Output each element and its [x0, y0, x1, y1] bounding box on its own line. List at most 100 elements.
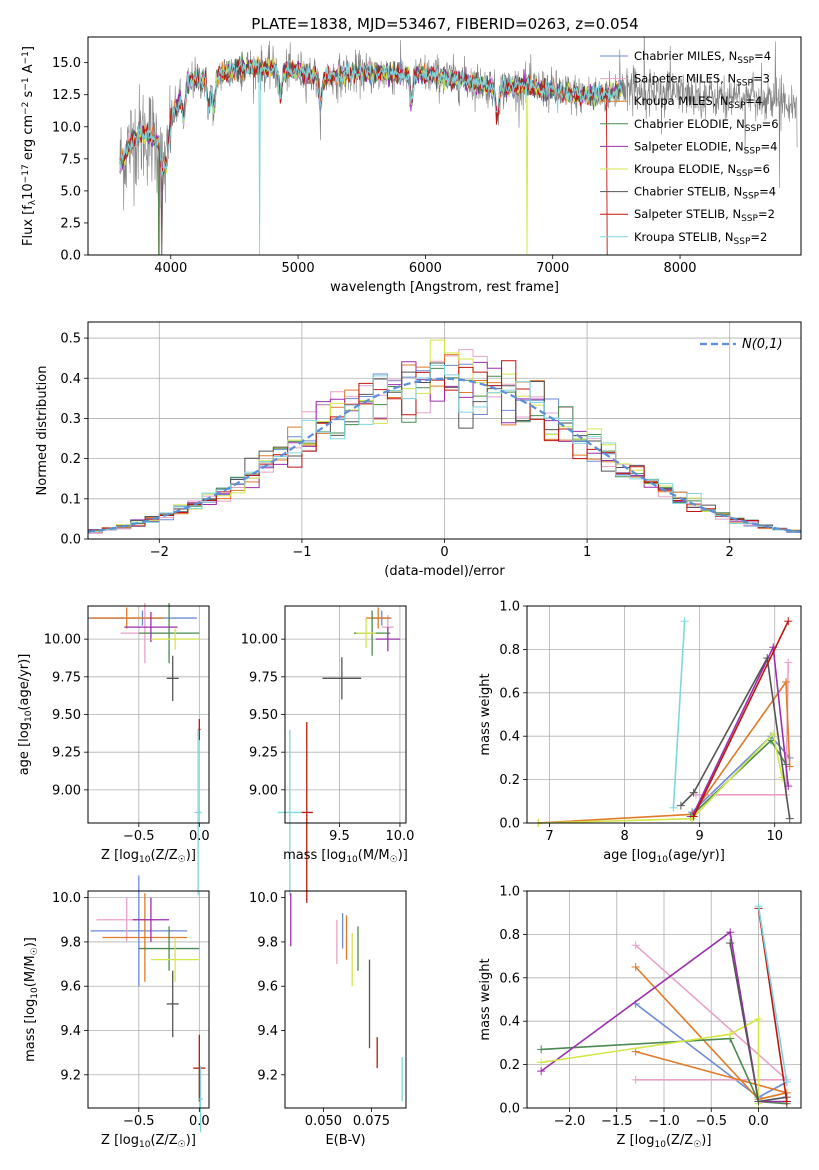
error-bar: [90, 875, 188, 987]
x-tick-label: 5000: [282, 261, 315, 276]
superscript: −17: [21, 164, 31, 183]
y-tick-label: 5.0: [60, 184, 81, 199]
y-tick-label: 0.6: [499, 686, 520, 701]
observed-spectrum: [119, 37, 798, 211]
label-part: Salpeter STELIB, N: [634, 207, 741, 221]
label-part: age [log: [17, 722, 32, 775]
y-tick-label: 10.00: [241, 633, 278, 648]
y-tick-label: 2.5: [60, 216, 81, 231]
y-tick-label: 9.4: [60, 1024, 81, 1039]
mass-weight-line: [757, 908, 788, 1102]
subscript: 10: [139, 1140, 151, 1150]
x-tick-label: 0: [440, 545, 448, 560]
label-part: erg cm: [21, 115, 36, 164]
subscript: 10: [654, 1140, 666, 1150]
y-tick-label: 0.0: [60, 249, 81, 264]
error-bar: [150, 628, 200, 650]
label-part: s: [21, 90, 36, 101]
subscript: SSP: [736, 169, 753, 179]
x-tick-label: 10.0: [385, 829, 414, 844]
x-tick-label: 0.0: [189, 1114, 210, 1129]
spectrum-panel: 4000 5000 6000 7000 8000 0.0 2.5 5.0 7.5 10.0 12.5…: [21, 36, 802, 295]
error-bar: [102, 893, 188, 982]
superscript: −1: [21, 51, 31, 64]
weight-vs-metallicity-panel: −2.0 −1.5 −1.0 −0.5 0.0 0.0 0.2 0.4 0.6 0.8 1.0 Z […: [478, 885, 802, 1150]
y-axis-label: age [log10(age/yr)]: [17, 654, 34, 776]
y-axis-label: mass weight: [478, 673, 493, 755]
y-tick-label: 9.50: [52, 708, 81, 723]
y-tick-label: 9.50: [249, 708, 278, 723]
label-part: age [log: [603, 848, 656, 863]
model-spectrum-line: [119, 59, 608, 255]
label-part: (age/yr)]: [668, 848, 725, 863]
label-part: (data-model)/error: [384, 564, 505, 579]
label-part: mass weight: [478, 673, 493, 755]
x-tick-label: 7000: [536, 261, 569, 276]
x-tick-label: 8: [620, 829, 628, 844]
error-bar: [90, 607, 164, 629]
mass-weight-line: [672, 621, 686, 808]
y-tick-label: 10.0: [52, 120, 81, 135]
label-part: )]: [23, 937, 38, 947]
error-bar: [198, 1065, 203, 1133]
mass-weight-line: [540, 930, 787, 1103]
label-part: )]: [701, 1133, 711, 1148]
model-spectrum-line: [119, 59, 623, 255]
label-part: A: [21, 64, 36, 77]
subscript: ☉: [693, 1140, 701, 1150]
label-part: =6: [762, 117, 779, 131]
label-part: Flux [f: [21, 205, 36, 246]
x-axis-label: (data-model)/error: [384, 564, 505, 579]
y-tick-label: 9.6: [257, 980, 278, 995]
mass-weight-line: [635, 944, 789, 1081]
y-tick-label: 9.8: [60, 935, 81, 950]
subscript: SSP: [741, 214, 758, 224]
y-tick-label: 0.0: [499, 1102, 520, 1117]
y-tick-label: 12.5: [52, 88, 81, 103]
label-part: )]: [186, 848, 196, 863]
subscript: SSP: [729, 101, 746, 111]
subscript: SSP: [742, 192, 759, 202]
axes-frame: [284, 890, 407, 1109]
x-axis-label: age [log10(age/yr)]: [603, 848, 725, 865]
error-bar: [375, 627, 400, 652]
superscript: −2: [21, 102, 31, 115]
label-part: Chabrier STELIB, N: [634, 185, 742, 199]
y-tick-label: 0.2: [60, 452, 81, 467]
x-axis-label: Z [log10(Z/Z☉)]: [101, 848, 196, 865]
x-tick-label: −1.0: [648, 1114, 680, 1129]
y-tick-label: 10.00: [44, 633, 81, 648]
label-part: )]: [398, 848, 408, 863]
y-tick-label: 0.4: [499, 730, 520, 745]
label-part: =4: [759, 185, 776, 199]
x-axis-label: wavelength [Angstrom, rest frame]: [330, 280, 559, 295]
legend-entry: Chabrier MILES, NSSP=4: [634, 49, 771, 66]
error-bar: [193, 1034, 206, 1102]
residual-histogram: [88, 364, 801, 534]
y-tick-label: 0.6: [499, 971, 520, 986]
x-tick-label: −2.0: [554, 1114, 586, 1129]
mass-weight-line: [635, 966, 788, 1101]
label-part: (age/yr)]: [17, 654, 32, 711]
y-tick-label: 9.8: [257, 935, 278, 950]
label-part: Chabrier MILES, N: [634, 49, 737, 63]
error-bar: [166, 655, 179, 701]
x-tick-label: 4000: [154, 261, 187, 276]
subscript: ☉: [178, 855, 186, 865]
label-part: =4: [761, 139, 778, 153]
x-tick-label: −0.5: [123, 829, 155, 844]
x-tick-label: 0.050: [305, 1114, 342, 1129]
age-vs-mass-panel: 9.5 10.0 9.00 9.25 9.50 9.75 10.00 mass [log10(…: [241, 605, 414, 903]
subscript: 10: [24, 710, 34, 722]
error-bar: [138, 926, 200, 971]
y-tick-label: 9.25: [249, 746, 278, 761]
label-part: Normed distribution: [35, 366, 50, 496]
subscript: 10: [656, 855, 668, 865]
mass-vs-ebv-panel: 0.050 0.075 9.2 9.4 9.6 9.8 10.0 E(B-V): [249, 890, 407, 1148]
y-tick-label: 1.0: [499, 885, 520, 900]
error-bar: [166, 970, 179, 1038]
subscript: SSP: [737, 56, 754, 66]
label-part: Salpeter MILES, N: [634, 72, 736, 86]
legend-entry: Chabrier STELIB, NSSP=4: [634, 185, 776, 202]
